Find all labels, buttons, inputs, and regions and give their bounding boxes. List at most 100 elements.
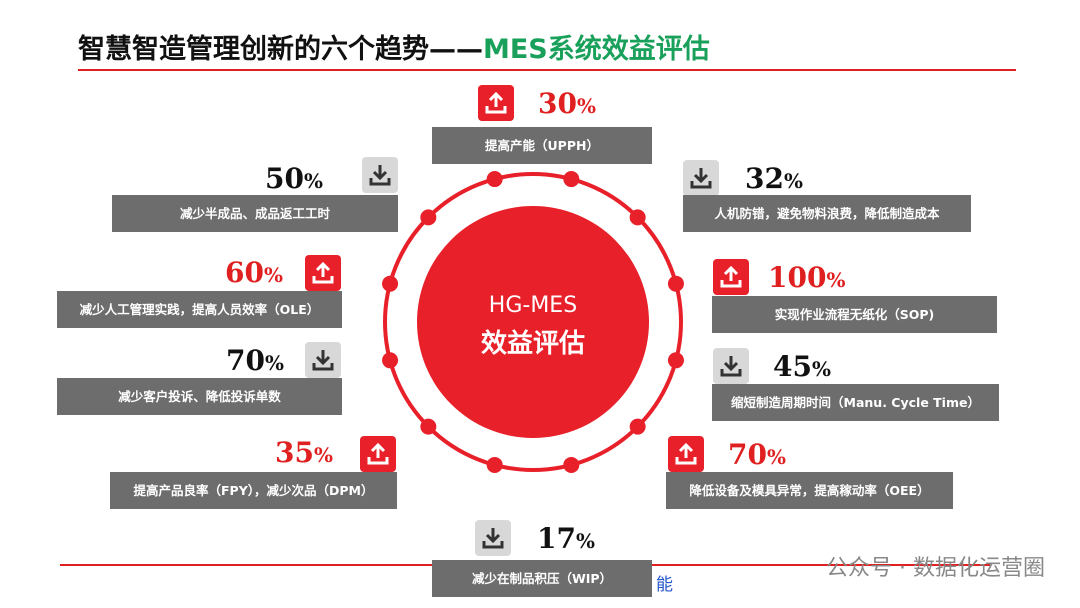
- percent: 70%: [728, 438, 786, 471]
- icon-tray: [312, 276, 334, 284]
- percent-unit: %: [826, 268, 845, 292]
- label-box: [712, 296, 997, 333]
- percent-value: 45: [773, 350, 812, 383]
- percent: 60%: [225, 256, 283, 289]
- item: 70% 减少客户投诉、降低投诉单数: [57, 342, 342, 415]
- percent-value: 70: [226, 344, 265, 377]
- label-text: 缩短制造周期时间（Manu. Cycle Time）: [731, 395, 980, 410]
- percent-unit: %: [314, 443, 333, 467]
- item: 32% 人机防错，避免物料浪费，降低制造成本: [683, 160, 971, 232]
- label-text: 减少人工管理实践，提高人员效率（OLE）: [80, 302, 320, 317]
- label-text: 降低设备及模具异常，提高稼动率（OEE）: [689, 483, 929, 498]
- icon-tray: [367, 457, 389, 465]
- percent: 32%: [745, 162, 803, 195]
- icon-tray: [690, 181, 712, 189]
- icon-arrow: [678, 442, 694, 458]
- percent-unit: %: [265, 351, 284, 375]
- percent-value: 100: [768, 261, 826, 294]
- icon-arrow: [485, 528, 501, 544]
- item: 100% 实现作业流程无纸化（SOP): [712, 259, 997, 333]
- ring-dot: [667, 352, 684, 369]
- item: 60% 减少人工管理实践，提高人员效率（OLE）: [57, 255, 342, 328]
- label-text: 提高产品良率（FPY），减少次品（DPM）: [134, 483, 374, 498]
- label-box: [112, 195, 398, 232]
- percent-value: 32: [745, 162, 784, 195]
- label-box: [57, 378, 342, 415]
- ring-dot: [629, 418, 646, 435]
- item: 50% 减少半成品、成品返工工时: [112, 157, 398, 232]
- icon-tray: [482, 541, 504, 549]
- percent-value: 30: [538, 87, 577, 120]
- percent-unit: %: [812, 357, 831, 381]
- ring-dot: [486, 171, 503, 188]
- icon-arrow: [723, 265, 739, 281]
- ring-dot: [382, 275, 399, 292]
- percent: 50%: [265, 162, 323, 195]
- ring-dot: [629, 209, 646, 226]
- icon-arrow: [723, 356, 739, 372]
- percent-value: 70: [728, 438, 767, 471]
- ring-dot: [667, 275, 684, 292]
- icon-arrow: [315, 261, 331, 277]
- percent-unit: %: [767, 445, 786, 469]
- percent: 17%: [537, 522, 595, 555]
- label-box: [57, 291, 342, 328]
- label-text: 减少半成品、成品返工工时: [180, 206, 331, 221]
- percent: 45%: [773, 350, 831, 383]
- icon-arrow: [372, 165, 388, 181]
- label-text: 减少客户投诉、降低投诉单数: [118, 389, 281, 404]
- label-box: [683, 195, 971, 232]
- icon-tray: [720, 280, 742, 288]
- percent-value: 35: [275, 436, 314, 469]
- item: 30% 提高产能（UPPH）: [432, 85, 652, 164]
- label-text: 人机防错，避免物料浪费，降低制造成本: [714, 206, 940, 221]
- percent-value: 50: [265, 162, 304, 195]
- center-disc: [417, 206, 649, 438]
- ring-dot: [420, 209, 437, 226]
- icon-arrow: [488, 91, 504, 107]
- ring-dot: [486, 456, 503, 473]
- icon-tray: [312, 363, 334, 371]
- title: 智慧智造管理创新的六个趋势——MES系统效益评估: [78, 33, 710, 65]
- label-box: [110, 472, 397, 509]
- percent-value: 17: [537, 522, 576, 555]
- percent-unit: %: [576, 529, 595, 553]
- label-box: [432, 560, 652, 597]
- ring-dot: [420, 418, 437, 435]
- ring-dot: [563, 456, 580, 473]
- percent-unit: %: [264, 263, 283, 287]
- percent-unit: %: [577, 94, 596, 118]
- footer-fragment: 能: [656, 575, 673, 595]
- center-line1: HG-MES: [489, 293, 577, 318]
- label-box: [666, 472, 953, 509]
- percent-value: 60: [225, 256, 264, 289]
- ring-dot: [563, 171, 580, 188]
- percent-unit: %: [784, 169, 803, 193]
- label-text: 提高产能（UPPH）: [485, 138, 599, 153]
- percent: 70%: [226, 344, 284, 377]
- icon-arrow: [370, 442, 386, 458]
- title-highlight: MES系统效益评估: [483, 33, 710, 65]
- icon-tray: [675, 457, 697, 465]
- percent-unit: %: [304, 169, 323, 193]
- title-main: 智慧智造管理创新的六个趋势——: [78, 33, 483, 65]
- icon-tray: [369, 178, 391, 186]
- label-text: 实现作业流程无纸化（SOP): [775, 307, 935, 322]
- percent: 30%: [538, 87, 596, 120]
- item: 17% 减少在制品积压（WIP）: [432, 520, 652, 597]
- label-box: [712, 384, 999, 421]
- label-box: [432, 127, 652, 164]
- label-text: 减少在制品积压（WIP）: [472, 571, 612, 586]
- item: 70% 降低设备及模具异常，提高稼动率（OEE）: [666, 436, 953, 509]
- watermark: 公众号 · 数据化运营圈: [826, 556, 1045, 581]
- ring-dot: [382, 352, 399, 369]
- percent: 100%: [768, 261, 845, 294]
- percent: 35%: [275, 436, 333, 469]
- ring: [383, 172, 683, 472]
- center-line2: 效益评估: [481, 328, 585, 359]
- icon-arrow: [315, 350, 331, 366]
- icon-tray: [485, 106, 507, 114]
- item: 35% 提高产品良率（FPY），减少次品（DPM）: [110, 436, 397, 509]
- icon-tray: [720, 369, 742, 377]
